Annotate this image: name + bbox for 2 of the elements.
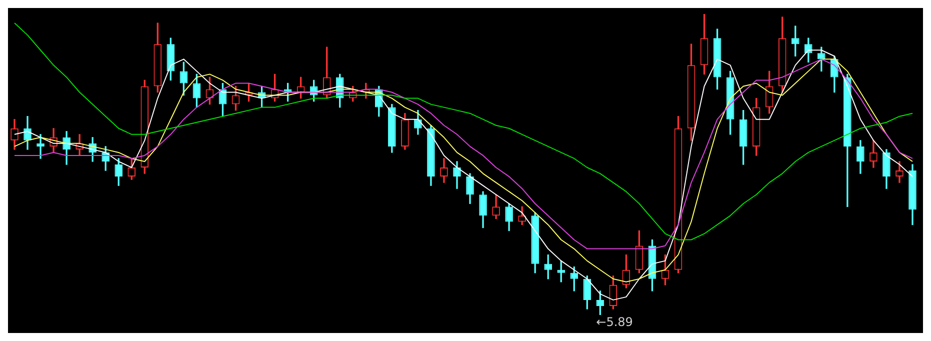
annotation: ←5.89: [596, 315, 633, 330]
candlestick: [36, 134, 44, 159]
